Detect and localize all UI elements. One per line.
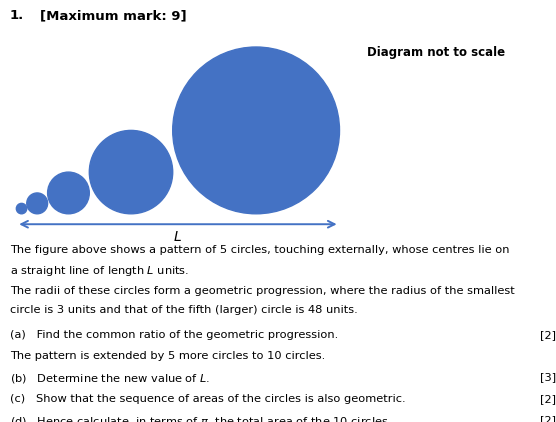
Text: [2]: [2] (540, 394, 556, 403)
Text: 1.: 1. (10, 9, 24, 22)
Text: (a)   Find the common ratio of the geometric progression.: (a) Find the common ratio of the geometr… (10, 330, 338, 340)
Text: Diagram not to scale: Diagram not to scale (367, 46, 505, 59)
Text: The pattern is extended by 5 more circles to 10 circles.: The pattern is extended by 5 more circle… (10, 351, 325, 361)
Circle shape (27, 193, 48, 214)
Circle shape (173, 47, 340, 214)
Text: The radii of these circles form a geometric progression, where the radius of the: The radii of these circles form a geomet… (10, 286, 515, 295)
Text: (b)   Determine the new value of $L$.: (b) Determine the new value of $L$. (10, 372, 210, 385)
Text: [3]: [3] (540, 372, 556, 382)
Text: (c)   Show that the sequence of areas of the circles is also geometric.: (c) Show that the sequence of areas of t… (10, 394, 406, 403)
Text: [Maximum mark: 9]: [Maximum mark: 9] (40, 9, 187, 22)
Text: The figure above shows a pattern of 5 circles, touching externally, whose centre: The figure above shows a pattern of 5 ci… (10, 245, 509, 255)
Text: $L$: $L$ (173, 230, 182, 244)
Circle shape (48, 172, 90, 214)
Circle shape (16, 203, 27, 214)
Text: a straight line of length $L$ units.: a straight line of length $L$ units. (10, 264, 189, 278)
Text: [2]: [2] (540, 330, 556, 340)
Text: circle is 3 units and that of the fifth (larger) circle is 48 units.: circle is 3 units and that of the fifth … (10, 305, 358, 315)
Text: [2]: [2] (540, 415, 556, 422)
Circle shape (90, 130, 173, 214)
Text: (d)   Hence calculate, in terms of $\pi$, the total area of the 10 circles.: (d) Hence calculate, in terms of $\pi$, … (10, 415, 391, 422)
